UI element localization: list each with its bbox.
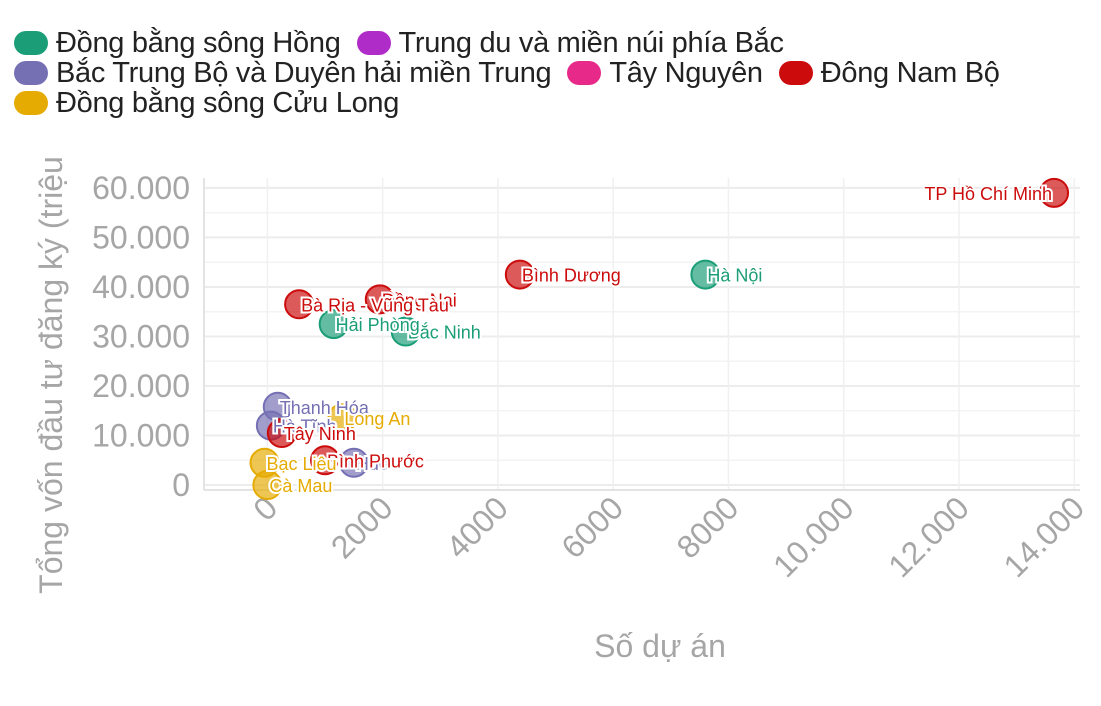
data-point (310, 445, 341, 476)
data-label: TP Hồ Chí Minh (924, 184, 1052, 204)
data-point (1039, 177, 1070, 208)
legend-swatch (567, 61, 602, 85)
legend-swatch (14, 61, 48, 85)
x-tick-label: 2000 (324, 489, 400, 565)
legend-item[interactable]: Đồng bằng sông Cửu Long (14, 87, 399, 120)
data-label: Tây Ninh (284, 424, 356, 444)
data-point (266, 418, 297, 449)
legend: Đồng bằng sông Hồng Trung du và miền núi … (14, 26, 1094, 120)
y-tick-label: 30.000 (92, 318, 190, 354)
legend-item[interactable]: Tây Nguyên (567, 56, 763, 90)
data-label: Bình Dương (522, 266, 621, 286)
legend-swatch (356, 31, 391, 55)
legend-item[interactable]: Đông Nam Bộ (778, 56, 1000, 90)
data-point (284, 289, 315, 320)
legend-item[interactable]: Bắc Trung Bộ và Duyên hải miền Trung (14, 56, 552, 90)
legend-swatch (778, 61, 813, 85)
legend-label: Đông Nam Bộ (820, 56, 1000, 89)
data-label: Long An (344, 409, 410, 429)
legend-item[interactable]: Đồng bằng sông Hồng (14, 27, 341, 60)
data-point (318, 309, 349, 340)
y-tick-label: 0 (172, 467, 190, 503)
y-tick-label: 40.000 (92, 269, 190, 305)
data-point (364, 284, 395, 315)
data-point (327, 403, 358, 434)
data-point (390, 316, 421, 347)
x-tick-label: 14.000 (997, 489, 1092, 584)
grid (203, 178, 1080, 491)
x-axis-title: Số dự án (594, 628, 726, 664)
data-point (338, 447, 369, 478)
y-tick-label: 20.000 (92, 368, 190, 404)
data-label: Hải Phòng (336, 315, 420, 335)
data-label: Đồng Nai (382, 290, 457, 310)
legend-row: Bắc Trung Bộ và Duyên hải miền Trung Tây … (14, 56, 1094, 90)
data-point (690, 259, 721, 290)
data-label: Bình Phước (327, 451, 424, 471)
data-label: Thanh Hóa (280, 398, 370, 418)
y-tick-label: 10.000 (92, 418, 190, 454)
data-points (249, 177, 1070, 501)
data-label: Bà Rịa - Vũng Tàu (301, 295, 449, 315)
x-tick-label: 12.000 (881, 489, 976, 584)
legend-item[interactable]: Trung du và miền núi phía Bắc (356, 26, 784, 60)
legend-label: Tây Nguyên (609, 56, 763, 89)
legend-row: Đồng bằng sông Cửu Long (14, 87, 1094, 120)
legend-swatch (14, 91, 48, 115)
legend-swatch (14, 31, 48, 55)
data-label: Bắc Ninh (408, 322, 481, 343)
x-tick-label: 6000 (554, 489, 630, 565)
y-tick-label: 50.000 (92, 219, 190, 255)
x-tick-label: 10.000 (766, 489, 861, 584)
data-label: Hà Nội (707, 266, 762, 286)
y-axis-title: Tổng vốn đầu tư đăng ký (triệu (33, 156, 69, 594)
legend-row: Đồng bằng sông Hồng Trung du và miền núi … (14, 26, 1094, 60)
x-tick-label: 4000 (439, 489, 515, 565)
data-point (252, 470, 283, 501)
y-tick-label: 60.000 (92, 170, 190, 206)
legend-label: Đồng bằng sông Hồng (56, 26, 341, 59)
data-label: Bạc Liêu (267, 454, 337, 474)
legend-label: Bắc Trung Bộ và Duyên hải miền Trung (56, 56, 552, 89)
data-point (504, 259, 535, 290)
legend-label: Đồng bằng sông Cửu Long (56, 86, 400, 119)
x-tick-label: 8000 (670, 489, 746, 565)
data-label: Hà Tĩnh (273, 417, 337, 437)
legend-label: Trung du và miền núi phía Bắc (398, 26, 784, 59)
data-label: Huế (356, 454, 389, 474)
data-label: Cà Mau (269, 476, 332, 496)
